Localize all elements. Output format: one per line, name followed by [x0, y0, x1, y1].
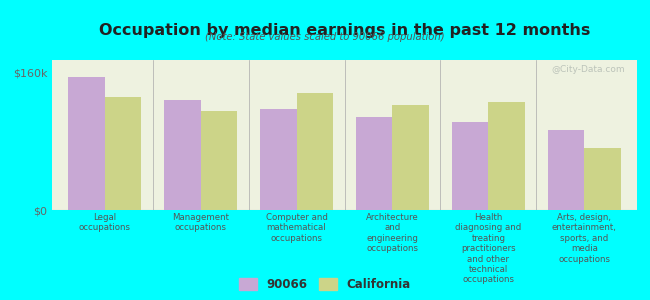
Bar [452, 122, 488, 210]
Bar [488, 102, 525, 210]
Text: Computer and
mathematical
occupations: Computer and mathematical occupations [266, 213, 328, 243]
Bar [201, 111, 237, 210]
Bar [393, 105, 429, 210]
Bar [105, 97, 141, 210]
Text: Architecture
and
engineering
occupations: Architecture and engineering occupations [366, 213, 419, 253]
Bar [296, 93, 333, 210]
Bar [356, 117, 393, 210]
Legend: 90066, California: 90066, California [236, 274, 414, 294]
Text: Legal
occupations: Legal occupations [79, 213, 131, 233]
Text: @City-Data.com: @City-Data.com [552, 64, 625, 74]
Bar [68, 77, 105, 210]
Bar [548, 130, 584, 210]
Text: Management
occupations: Management occupations [172, 213, 229, 233]
Text: Arts, design,
entertainment,
sports, and
media
occupations: Arts, design, entertainment, sports, and… [552, 213, 617, 264]
Bar [164, 100, 201, 210]
Bar [584, 148, 621, 210]
Title: Occupation by median earnings in the past 12 months: Occupation by median earnings in the pas… [99, 23, 590, 38]
Text: (Note: State values scaled to 90066 population): (Note: State values scaled to 90066 popu… [205, 32, 445, 41]
Text: Health
diagnosing and
treating
practitioners
and other
technical
occupations: Health diagnosing and treating practitio… [455, 213, 521, 284]
Bar [260, 109, 296, 210]
